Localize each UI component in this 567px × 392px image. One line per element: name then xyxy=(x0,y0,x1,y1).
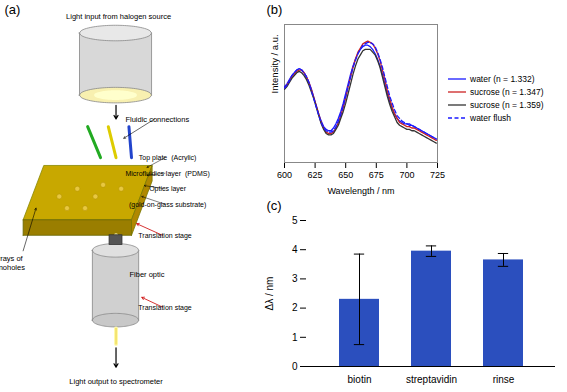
svg-text:streptavidin: streptavidin xyxy=(406,374,457,385)
html-text:water (n = 1.332): water (n = 1.332) xyxy=(470,73,535,84)
svg-text:Δλ / nm: Δλ / nm xyxy=(264,277,275,311)
svg-text:Translation stage: Translation stage xyxy=(138,232,192,240)
svg-text:Optics layer: Optics layer xyxy=(149,185,187,193)
svg-text:0: 0 xyxy=(292,361,298,372)
svg-text:Fiber optic: Fiber optic xyxy=(129,270,164,279)
svg-text:675: 675 xyxy=(369,170,384,180)
svg-text:(b): (b) xyxy=(267,2,283,17)
html-text:sucrose (n = 1.359): sucrose (n = 1.359) xyxy=(470,99,544,110)
svg-text:(gold-on-glass substrate): (gold-on-glass substrate) xyxy=(129,201,206,209)
svg-text:Top plate (Acrylic): Top plate (Acrylic) xyxy=(139,154,197,162)
html-text:water flush: water flush xyxy=(470,112,512,123)
svg-text:600: 600 xyxy=(277,170,292,180)
svg-text:Translation stage: Translation stage xyxy=(138,304,192,312)
svg-text:1: 1 xyxy=(292,332,298,343)
svg-text:(c): (c) xyxy=(267,198,282,213)
svg-text:Intensity / a.u.: Intensity / a.u. xyxy=(269,34,280,93)
svg-text:rinse: rinse xyxy=(493,374,515,385)
svg-text:Wavelength / nm: Wavelength / nm xyxy=(327,186,394,196)
svg-text:Light output to spectrometer: Light output to spectrometer xyxy=(69,377,163,386)
svg-text:biotin: biotin xyxy=(348,374,372,385)
svg-text:3: 3 xyxy=(292,273,298,284)
svg-text:Arrays ofnanoholes: Arrays ofnanoholes xyxy=(0,254,25,272)
svg-text:725: 725 xyxy=(430,170,445,180)
svg-text:Fluidic connections: Fluidic connections xyxy=(125,115,189,124)
html-text:sucrose (n = 1.347): sucrose (n = 1.347) xyxy=(470,86,544,97)
svg-text:2: 2 xyxy=(292,302,298,313)
svg-text:5: 5 xyxy=(292,215,298,226)
svg-text:Light input from halogen sourc: Light input from halogen source xyxy=(66,12,171,21)
svg-text:700: 700 xyxy=(399,170,414,180)
svg-text:625: 625 xyxy=(308,170,323,180)
svg-text:Microfluidics layer (PDMS): Microfluidics layer (PDMS) xyxy=(125,170,209,178)
svg-text:650: 650 xyxy=(338,170,353,180)
svg-text:(a): (a) xyxy=(5,2,21,17)
svg-text:4: 4 xyxy=(292,244,298,255)
